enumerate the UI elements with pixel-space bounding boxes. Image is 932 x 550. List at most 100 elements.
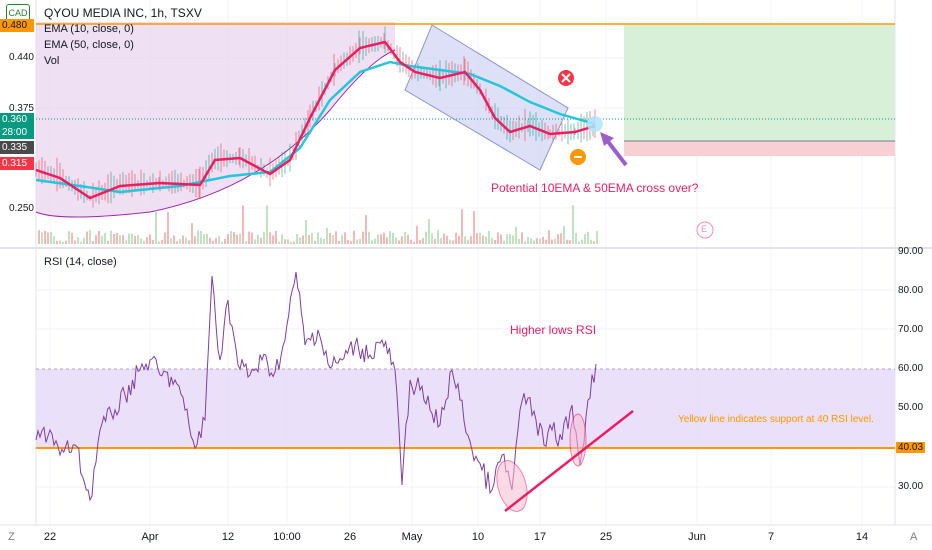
volume-bar xyxy=(317,232,319,244)
indicator-volume[interactable]: Vol xyxy=(44,55,60,67)
volume-bar xyxy=(308,235,310,244)
volume-bar xyxy=(593,241,595,244)
symbol-title[interactable]: QYOU MEDIA INC, 1h, TSXV xyxy=(44,6,202,20)
volume-bar xyxy=(539,238,541,244)
volume-bar xyxy=(470,236,472,244)
indicator-ema50[interactable]: EMA (50, close, 0) xyxy=(44,39,134,51)
volume-bar xyxy=(500,234,502,244)
volume-bar xyxy=(596,231,598,244)
rsi-low-ellipse-2[interactable] xyxy=(569,413,587,467)
volume-bar xyxy=(479,232,481,244)
ema-cross-annotation[interactable]: Potential 10EMA & 50EMA cross over? xyxy=(491,181,699,195)
volume-bar xyxy=(452,240,454,244)
volume-bar xyxy=(200,231,202,244)
volume-bar xyxy=(377,234,379,244)
log-scale-toggle-icon[interactable]: Z xyxy=(8,531,15,543)
volume-bar xyxy=(494,239,496,244)
volume-bar xyxy=(491,237,493,244)
volume-bar xyxy=(53,236,55,244)
volume-bar xyxy=(446,235,448,244)
volume-bar xyxy=(590,239,592,244)
volume-bar xyxy=(245,241,247,244)
volume-bar xyxy=(182,235,184,244)
support-annotation[interactable]: Yellow line indicates support at 40 RSI … xyxy=(678,414,874,425)
volume-bar xyxy=(428,218,430,244)
volume-bar xyxy=(80,241,82,244)
stop-loss-zone[interactable] xyxy=(624,141,895,156)
volume-bar xyxy=(563,225,565,244)
indicator-ema10[interactable]: EMA (10, close, 0) xyxy=(44,23,134,35)
volume-bar xyxy=(383,232,385,244)
higher-lows-annotation[interactable]: Higher lows RSI xyxy=(510,323,597,337)
volume-bar xyxy=(71,232,73,244)
volume-bar xyxy=(473,211,475,244)
rsi-trend-line[interactable] xyxy=(504,410,634,512)
volume-bar xyxy=(50,231,52,244)
volume-bar xyxy=(251,232,253,244)
volume-bar xyxy=(158,241,160,244)
annotation-arrow[interactable] xyxy=(604,137,628,167)
volume-bar xyxy=(41,232,43,244)
price-label: 0.440 xyxy=(8,52,34,63)
volume-bar xyxy=(248,231,250,244)
volume-bar xyxy=(392,232,394,244)
volume-bar xyxy=(191,223,193,244)
time-label: 7 xyxy=(767,531,775,543)
volume-bar xyxy=(419,240,421,244)
volume-bar xyxy=(485,236,487,244)
volume-bar xyxy=(224,239,226,244)
volume-bar xyxy=(455,232,457,244)
volume-bar xyxy=(581,239,583,244)
cross-highlight-circle[interactable] xyxy=(587,116,603,132)
volume-bar xyxy=(257,234,259,244)
ema50-line[interactable] xyxy=(35,60,596,194)
volume-bar xyxy=(143,240,145,244)
ema10-line[interactable] xyxy=(35,40,596,200)
volume-bar xyxy=(152,239,154,244)
earnings-label[interactable]: E xyxy=(701,224,708,234)
rsi-axis-label: 80.00 xyxy=(898,285,924,296)
volume-bars xyxy=(38,205,598,244)
rsi-axis-label: 50.00 xyxy=(898,402,924,413)
volume-bar xyxy=(170,238,172,244)
volume-bar xyxy=(365,215,367,244)
earnings-icon[interactable] xyxy=(696,221,714,239)
descending-channel[interactable] xyxy=(404,24,569,171)
volume-bar xyxy=(38,230,40,244)
volume-bar xyxy=(212,240,214,244)
volume-bar xyxy=(176,241,178,244)
time-label: 26 xyxy=(343,531,357,543)
volume-bar xyxy=(83,237,85,244)
volume-bar xyxy=(530,238,532,244)
volume-bar xyxy=(395,237,397,244)
time-label: 25 xyxy=(599,531,613,543)
volume-bar xyxy=(401,236,403,244)
auto-scale-toggle-icon[interactable]: A xyxy=(910,531,918,543)
arc-pattern-fill[interactable] xyxy=(36,22,395,217)
volume-bar xyxy=(440,238,442,244)
volume-bar xyxy=(311,232,313,244)
volume-bar xyxy=(47,232,49,244)
volume-bar xyxy=(425,231,427,244)
rsi-line[interactable] xyxy=(35,271,597,502)
take-profit-zone[interactable] xyxy=(624,24,895,141)
volume-bar xyxy=(398,240,400,244)
volume-bar xyxy=(101,235,103,244)
volume-bar xyxy=(146,237,148,244)
volume-bar xyxy=(122,235,124,244)
volume-bar xyxy=(368,231,370,244)
arc-pattern-curve[interactable] xyxy=(35,49,396,218)
volume-bar xyxy=(542,236,544,244)
rsi-title[interactable]: RSI (14, close) xyxy=(44,256,117,268)
volume-bar xyxy=(203,233,205,244)
volume-bar xyxy=(221,241,223,244)
volume-bar xyxy=(113,233,115,244)
volume-bar xyxy=(233,232,235,244)
volume-bar xyxy=(305,219,307,244)
volume-bar xyxy=(86,231,88,244)
x-icon xyxy=(561,73,571,83)
volume-bar xyxy=(56,240,58,244)
time-label: 14 xyxy=(855,531,869,543)
volume-bar xyxy=(209,237,211,244)
